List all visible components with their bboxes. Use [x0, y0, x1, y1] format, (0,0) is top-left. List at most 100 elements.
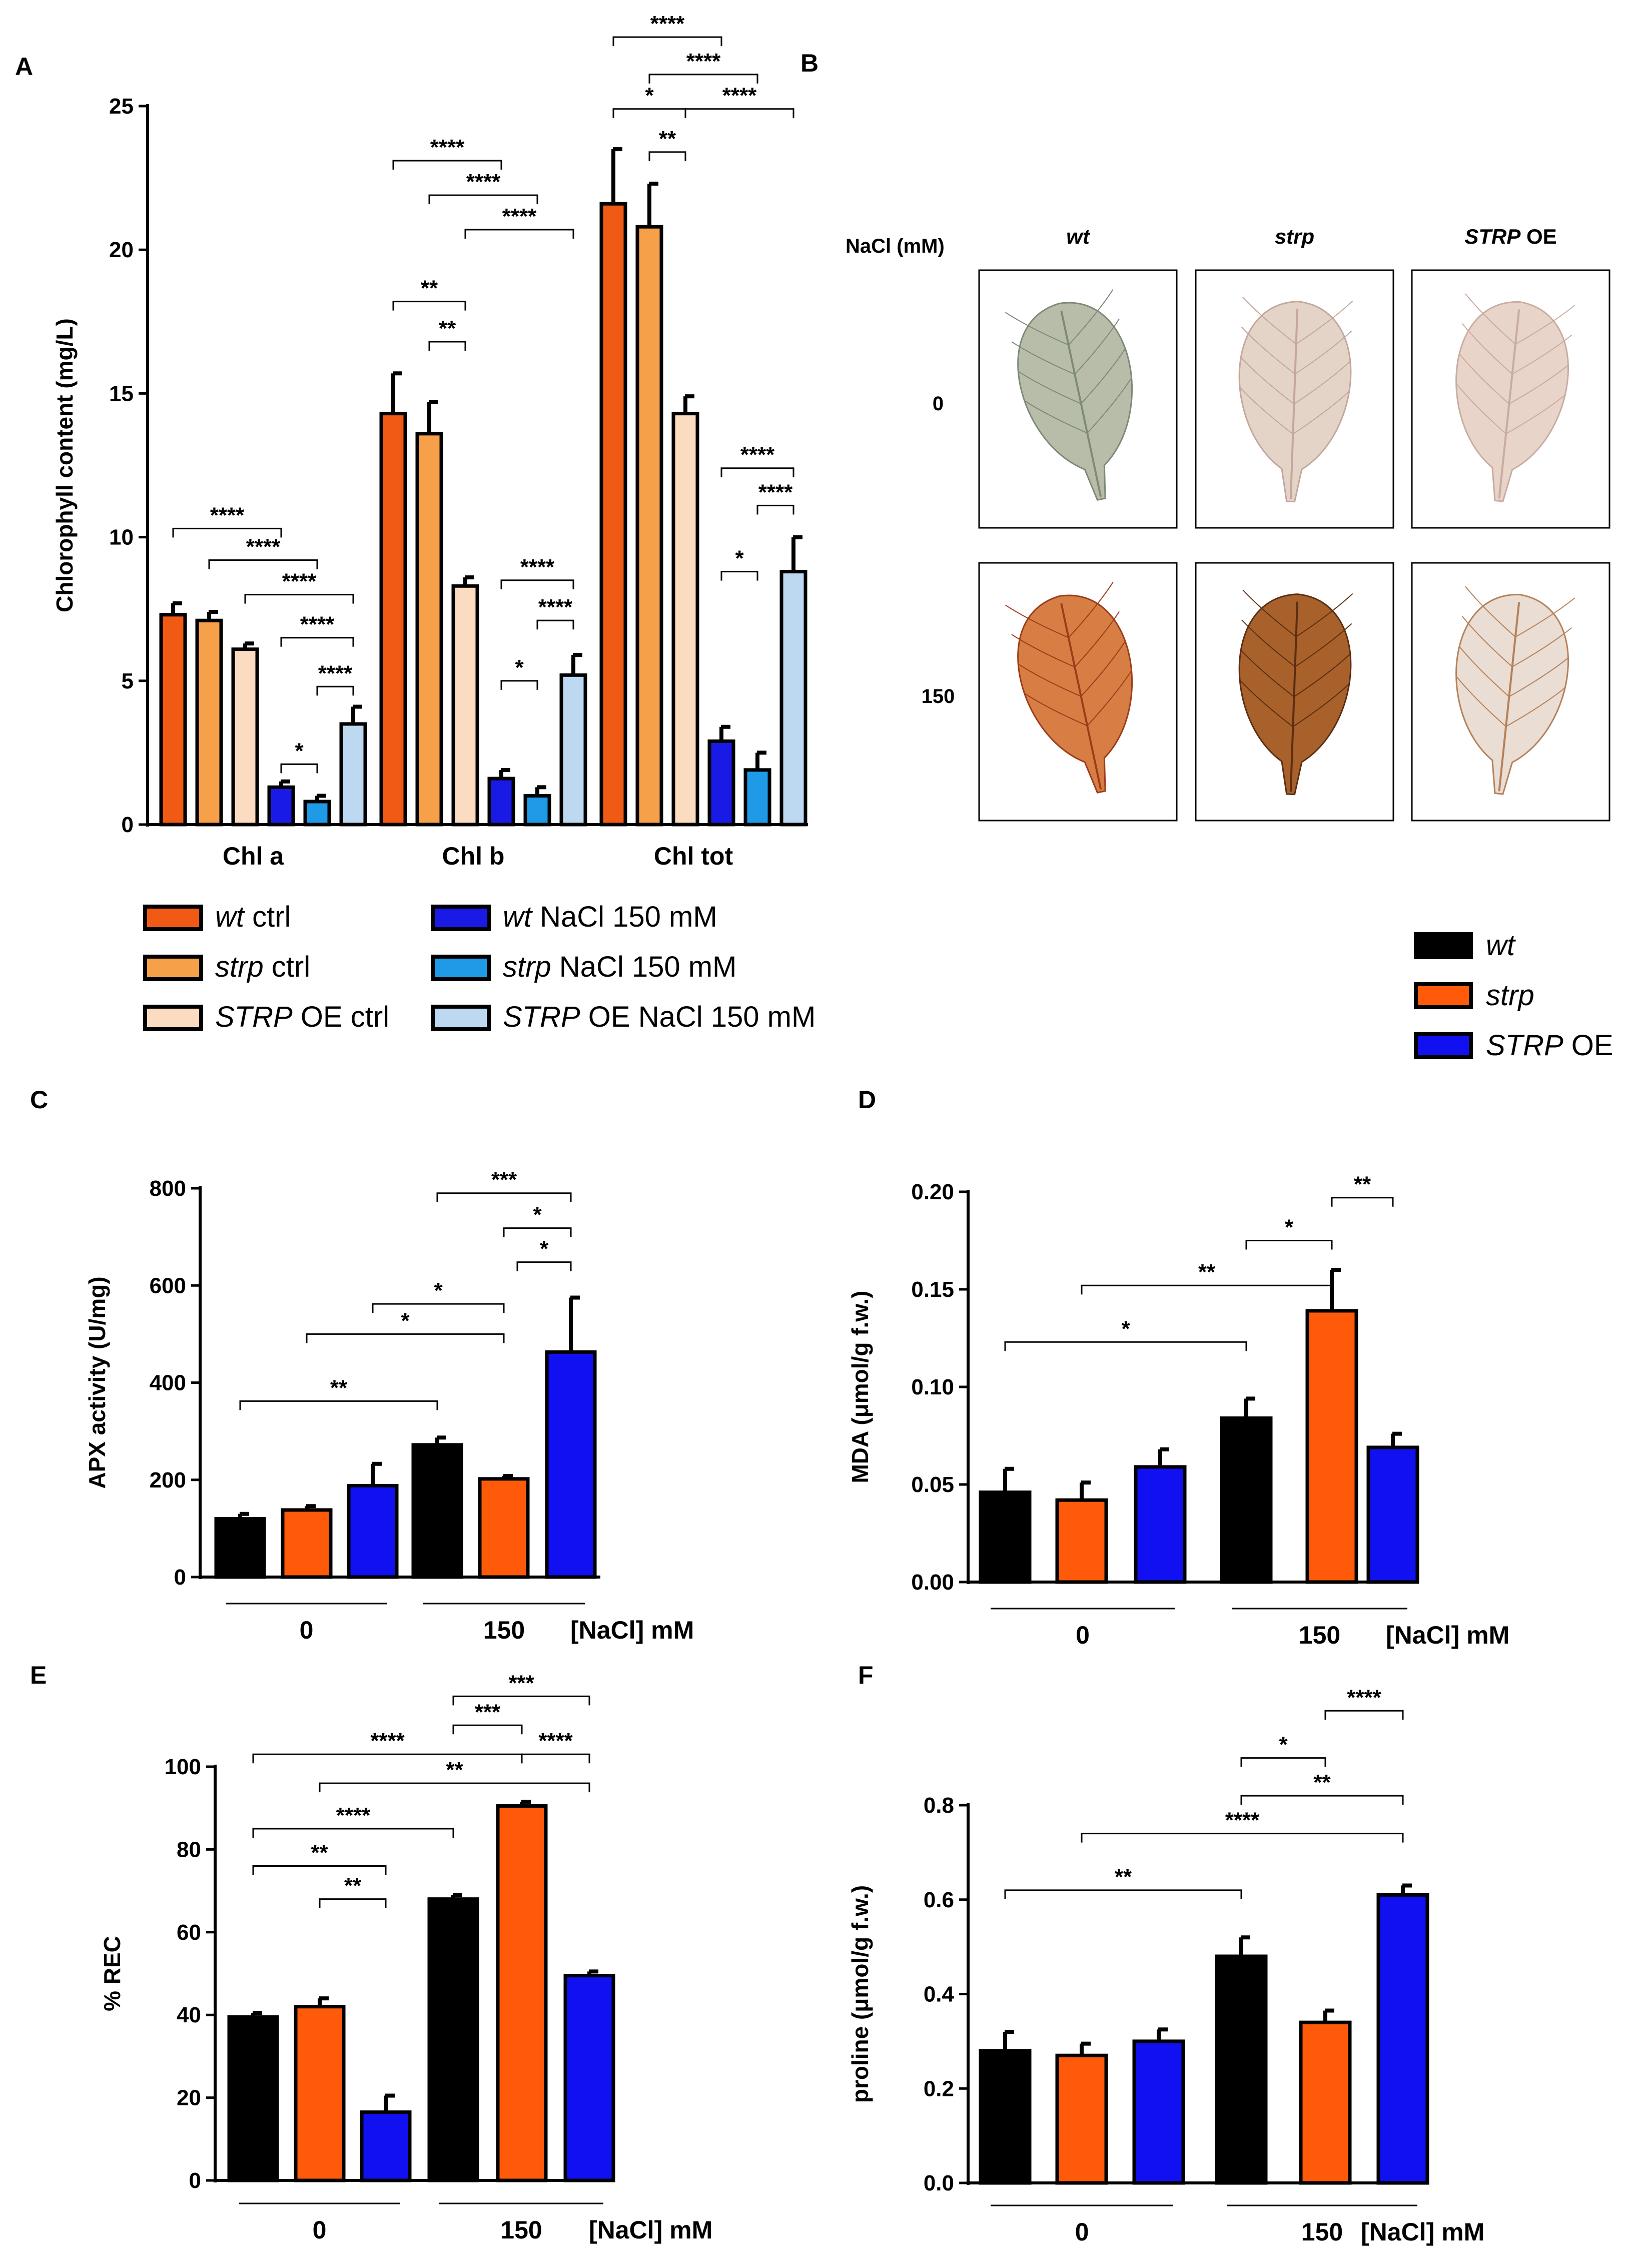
y-tick-label: 200	[150, 1468, 186, 1492]
x-category-label: Chl a	[223, 842, 284, 870]
leaf-vein	[1068, 289, 1114, 346]
y-tick-label: 0.4	[924, 1982, 955, 2007]
y-tick-label: 0.2	[924, 2076, 954, 2101]
significance-bracket	[316, 685, 354, 696]
leaf-vein	[1242, 297, 1297, 345]
significance-label: *	[533, 1203, 542, 1227]
significance-label: ****	[1347, 1685, 1381, 1710]
significance-bracket	[521, 1753, 590, 1764]
leaf-vein	[1080, 640, 1126, 697]
leaf-vein	[1011, 634, 1075, 668]
significance-bracket	[1081, 1833, 1404, 1843]
bar	[487, 777, 515, 827]
leaf-vein	[1515, 597, 1575, 637]
bar	[1132, 2039, 1185, 2185]
leaf-vein	[1461, 323, 1513, 375]
significance-label: *	[515, 655, 524, 680]
bar	[779, 570, 807, 827]
significance-label: **	[439, 316, 456, 341]
significance-label: ****	[758, 480, 793, 504]
significance-label: *	[295, 738, 304, 763]
legend-swatch	[143, 955, 203, 981]
significance-label: **	[311, 1840, 328, 1865]
legend-label: strp NaCl 150 mM	[503, 951, 736, 983]
significance-bracket	[452, 1695, 590, 1706]
significance-label: *	[434, 1278, 443, 1303]
significance-label: ****	[336, 1803, 371, 1828]
bar	[214, 1517, 266, 1579]
significance-bracket	[172, 527, 282, 538]
legend-label: STRP OE ctrl	[215, 1001, 389, 1033]
significance-bracket	[464, 229, 574, 239]
bar	[231, 647, 259, 827]
bar	[1305, 1309, 1358, 1584]
bar	[281, 1508, 333, 1579]
photo-row-label: 0	[933, 393, 944, 415]
leaf-vein	[1240, 649, 1295, 697]
significance-bracket	[1004, 1889, 1242, 1899]
y-tick-label: 10	[109, 525, 134, 550]
leaf-vein	[1505, 394, 1566, 434]
significance-label: *	[401, 1308, 410, 1333]
y-axis-title: APX activity (U/mg)	[84, 1276, 110, 1488]
x-axis-unit-label: [NaCl] mM	[570, 1616, 694, 1644]
panel-a-letter: A	[15, 53, 33, 81]
leaf-vein	[1080, 348, 1126, 404]
photo-column-label: STRP OE	[1464, 225, 1556, 248]
legend-label: strp	[1486, 979, 1534, 1012]
leaf-vein	[1292, 683, 1350, 727]
y-axis-title: proline (μmol/g f.w.)	[847, 1885, 873, 2103]
legend-swatch	[1414, 1032, 1473, 1059]
leaf-vein	[1455, 383, 1506, 434]
significance-bracket	[392, 301, 466, 311]
bar	[1366, 1445, 1419, 1584]
bar	[360, 2110, 412, 2182]
significance-bracket	[239, 1400, 438, 1410]
panel-a-legend: wt ctrl strp ctrl STRP OE ctrl wt NaCl 150 …	[143, 901, 816, 1033]
significance-label: **	[421, 276, 438, 301]
leaf-image	[1455, 293, 1575, 502]
leaf-vein	[1242, 589, 1297, 637]
leaf-image	[1238, 297, 1353, 503]
significance-label: **	[1115, 1865, 1132, 1889]
leaf-image	[1455, 586, 1575, 795]
significance-bracket	[319, 1782, 590, 1793]
significance-label: ***	[475, 1700, 501, 1724]
significance-label: **	[1313, 1770, 1331, 1795]
leaf-vein	[1005, 604, 1069, 638]
bar	[559, 673, 587, 827]
bar	[979, 1490, 1032, 1584]
leaf-vein	[1465, 586, 1516, 637]
significance-bracket	[452, 1724, 523, 1735]
leaf-vein	[1515, 305, 1575, 345]
significance-label: ****	[370, 1729, 405, 1753]
significance-label: **	[1198, 1260, 1216, 1284]
significance-bracket	[280, 763, 318, 774]
legend-swatch	[143, 1005, 203, 1031]
x-axis-unit-label: [NaCl] mM	[1361, 2218, 1484, 2246]
legend-label: wt ctrl	[215, 901, 291, 933]
legend-swatch	[431, 1005, 491, 1031]
leaf-vein	[1292, 390, 1350, 435]
bar	[339, 722, 367, 827]
significance-bracket	[252, 1753, 523, 1764]
legend-label: wt	[1486, 929, 1516, 962]
y-tick-label: 0.6	[924, 1888, 954, 1912]
y-tick-label: 0.10	[911, 1375, 954, 1399]
leaf-vein	[1296, 300, 1353, 345]
significance-label: *	[1285, 1215, 1294, 1240]
x-group-label: 0	[1076, 1621, 1090, 1649]
leaf-vein	[1465, 293, 1516, 345]
legend-swatch	[431, 955, 491, 981]
bar	[303, 800, 331, 827]
x-group-label: 150	[1301, 2218, 1343, 2246]
leaf-vein	[1296, 593, 1353, 637]
leaf-vein	[1024, 692, 1088, 726]
bar	[1055, 1498, 1108, 1584]
significance-bracket	[720, 571, 758, 581]
leaf-vein	[1005, 312, 1069, 346]
x-group-label: 0	[300, 1616, 314, 1644]
significance-bracket	[720, 467, 794, 477]
